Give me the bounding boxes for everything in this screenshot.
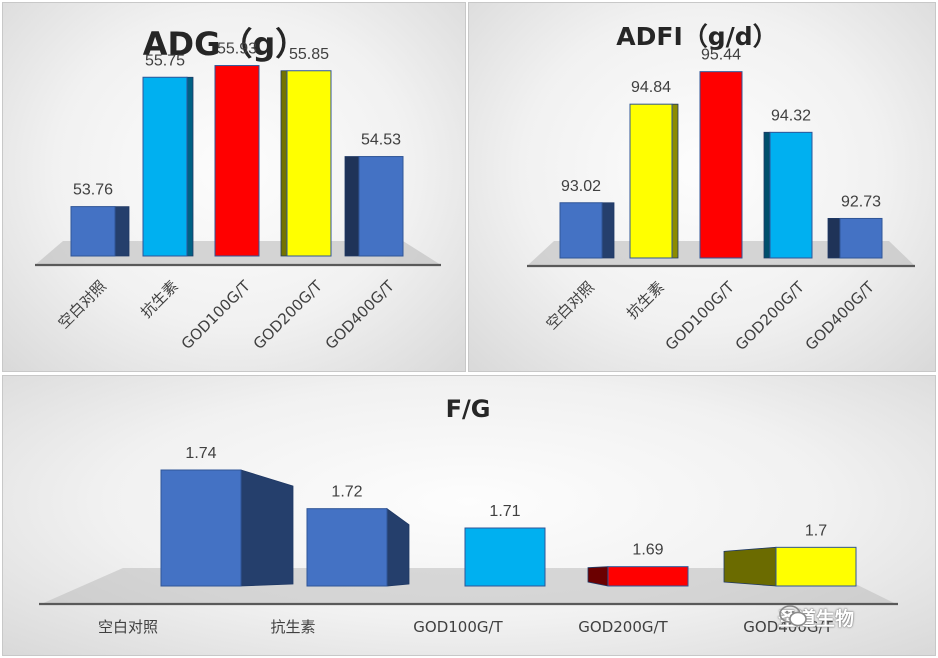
watermark: 圣道生物 (778, 603, 854, 631)
adg-blank-control-bar (70, 206, 116, 257)
adg-god400-category-label: GOD400G/T (322, 276, 399, 353)
fg-antibiotic-category-label: 抗生素 (270, 618, 315, 636)
adg-blank-control-category-label: 空白对照 (55, 277, 110, 332)
fg-god400-bar (775, 546, 857, 587)
adfi-blank-control-bar-side (601, 202, 615, 259)
fg-god200-bar (607, 566, 689, 587)
adg-chart: ADG（g） 53.76 空白对照 55.75 抗生素 55.93 GOD100G/T 55… (35, 25, 441, 353)
adfi-antibiotic-bar-side (671, 103, 679, 259)
fg-god200-data-label: 1.69 (632, 542, 663, 559)
adfi-god400-bar (839, 217, 883, 259)
adfi-antibiotic-category-label: 抗生素 (623, 278, 668, 323)
adfi-god200-bar (769, 131, 813, 259)
adfi-blank-control-category-label: 空白对照 (543, 278, 598, 333)
wechat-icon (779, 605, 807, 627)
adg-chart-title: ADG（g） (143, 25, 308, 63)
adg-god200-bar-side (280, 70, 288, 257)
adfi-god100-bar (699, 71, 743, 259)
fg-blank-control-bar-side (240, 469, 294, 587)
fg-god400-data-label: 1.7 (805, 522, 827, 539)
adg-god400-bar-side (344, 156, 360, 257)
adfi-chart: ADFI（g/d） 93.02 空白对照 94.84 抗生素 95.44 GOD100G/… (527, 22, 915, 354)
fg-blank-control-bar (160, 469, 242, 587)
adfi-god400-category-label: GOD400G/T (802, 277, 879, 354)
fg-god200-category-label: GOD200G/T (578, 618, 668, 636)
adg-antibiotic-bar-side (186, 76, 194, 257)
adg-god200-data-label: 55.85 (289, 46, 329, 63)
adfi-chart-panel: ADFI（g/d） 93.02 空白对照 94.84 抗生素 95.44 GOD100G/… (468, 2, 936, 372)
adfi-god200-bar-side (763, 131, 771, 259)
adg-antibiotic-category-label: 抗生素 (137, 277, 182, 322)
adg-antibiotic-data-label: 55.75 (145, 52, 185, 69)
fg-blank-control-data-label: 1.74 (185, 445, 216, 462)
fg-chart: F/G 1.74 空白对照 1.72 抗生素 1.71 GOD100G/T 1.69 GOD2… (39, 395, 898, 636)
adfi-god200-category-label: GOD200G/T (732, 277, 809, 354)
fg-antibiotic-bar-side (386, 507, 410, 587)
adfi-antibiotic-data-label: 94.84 (631, 79, 671, 96)
adfi-god200-data-label: 94.32 (771, 107, 811, 124)
adg-god100-category-label: GOD100G/T (178, 276, 255, 353)
fg-god400-category-label: GOD400G/T (743, 618, 833, 636)
fg-chart-title: F/G (446, 395, 491, 423)
fg-god100-bar (464, 527, 546, 587)
fg-god400-bar-side (723, 546, 777, 587)
adfi-god100-category-label: GOD100G/T (662, 277, 739, 354)
adfi-god400-bar-side (827, 218, 841, 259)
adfi-antibiotic-bar (629, 103, 673, 259)
fg-antibiotic-bar (306, 508, 388, 587)
adg-god100-data-label: 55.93 (217, 41, 257, 58)
fg-god100-category-label: GOD100G/T (413, 618, 503, 636)
adg-god200-bar (286, 70, 332, 257)
adfi-chart-title: ADFI（g/d） (616, 22, 777, 51)
adg-chart-panel: ADG（g） 53.76 空白对照 55.75 抗生素 55.93 GOD100G/T 55… (2, 2, 466, 372)
adg-god200-category-label: GOD200G/T (250, 276, 327, 353)
adg-god400-data-label: 54.53 (361, 132, 401, 149)
adfi-god100-data-label: 95.44 (701, 47, 741, 64)
adg-blank-control-bar-side (114, 206, 130, 257)
fg-antibiotic-data-label: 1.72 (331, 484, 362, 501)
adfi-blank-control-bar (559, 202, 603, 259)
adg-god400-bar (358, 156, 404, 257)
adfi-god400-data-label: 92.73 (841, 193, 881, 210)
adg-blank-control-data-label: 53.76 (73, 182, 113, 199)
adg-antibiotic-bar (142, 76, 188, 257)
fg-blank-control-category-label: 空白对照 (98, 618, 158, 636)
adfi-blank-control-data-label: 93.02 (561, 178, 601, 195)
adg-god100-bar (214, 65, 260, 257)
fg-god100-data-label: 1.71 (489, 503, 520, 520)
fg-chart-panel: F/G 1.74 空白对照 1.72 抗生素 1.71 GOD100G/T 1.69 GOD2… (2, 375, 936, 656)
